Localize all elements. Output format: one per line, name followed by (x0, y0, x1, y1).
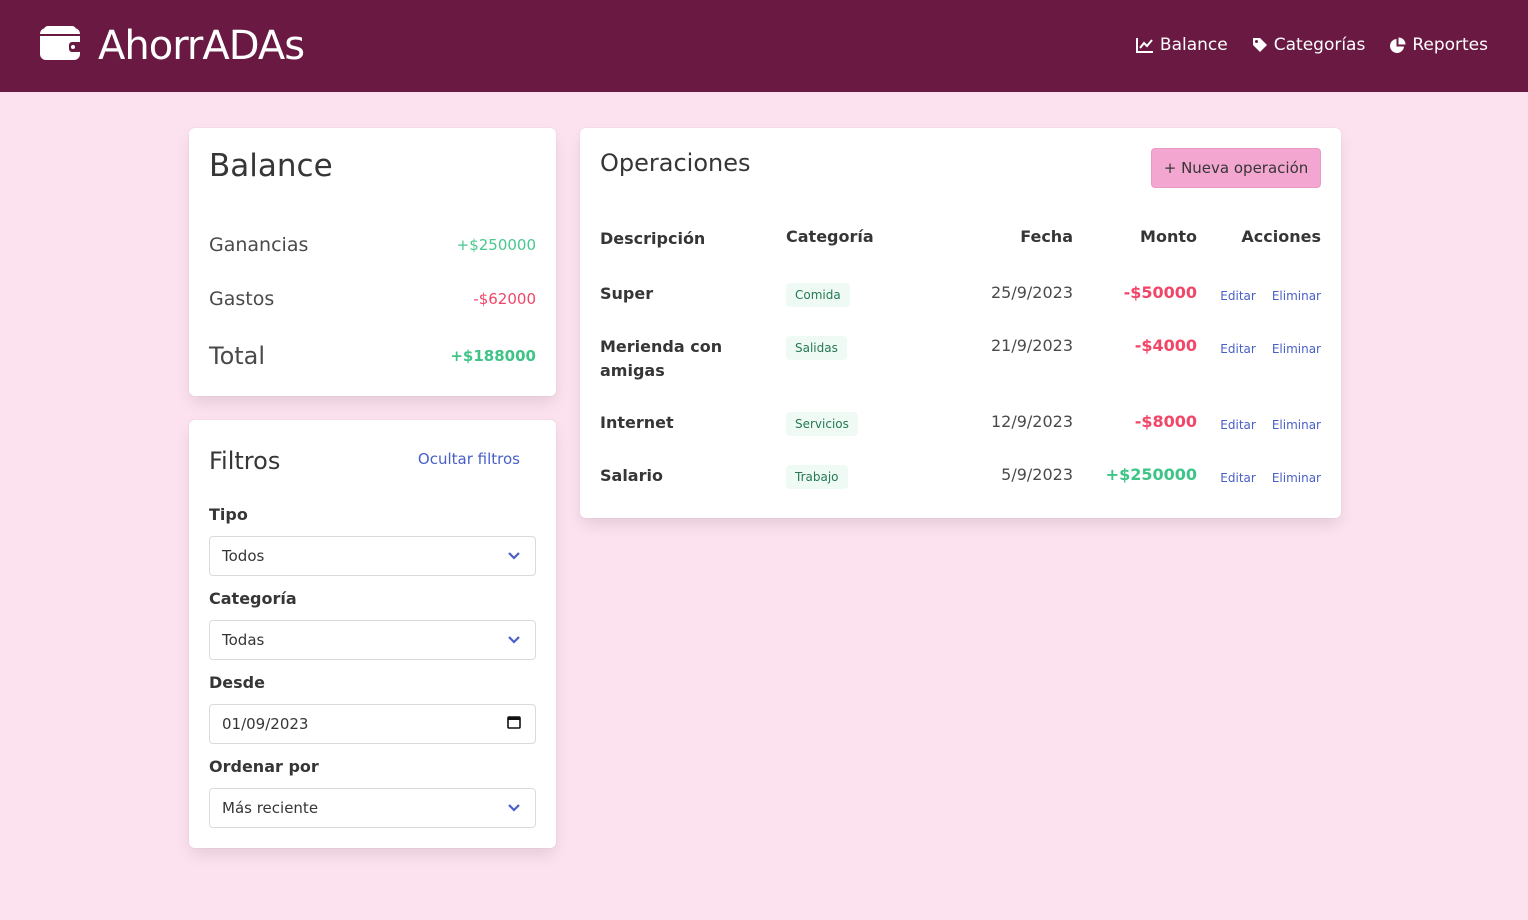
delete-link[interactable]: Eliminar (1271, 289, 1321, 303)
row-date: 25/9/2023 (990, 283, 1073, 302)
row-amount: -$50000 (1123, 283, 1197, 302)
nav-balance[interactable]: Balance (1135, 30, 1228, 60)
balance-title: Balance (209, 148, 333, 184)
tipo-select[interactable]: Todos (209, 536, 536, 576)
orden-label: Ordenar por (209, 757, 319, 776)
chart-line-icon (1135, 37, 1154, 53)
ganancias-value: +$250000 (456, 236, 536, 254)
pie-chart-icon (1389, 37, 1406, 54)
row-date: 21/9/2023 (990, 336, 1073, 355)
calendar-icon[interactable] (507, 715, 521, 733)
nav-balance-label: Balance (1159, 35, 1228, 55)
row-amount: +$250000 (1105, 465, 1197, 484)
edit-link[interactable]: Editar (1220, 471, 1256, 485)
row-amount: -$4000 (1134, 336, 1197, 355)
brand[interactable]: AhorrADAs (40, 22, 305, 70)
orden-select[interactable]: Más reciente (209, 788, 536, 828)
filters-card: Filtros Ocultar filtros Tipo Todos Categ… (189, 420, 556, 848)
nav-reportes[interactable]: Reportes (1389, 30, 1488, 60)
tipo-select-value: Todos (222, 547, 265, 565)
nav-categorias[interactable]: Categorías (1252, 30, 1366, 60)
tag-icon (1252, 37, 1268, 53)
row-date: 12/9/2023 (990, 412, 1073, 431)
row-actions: Editar Eliminar (1204, 338, 1321, 357)
category-tag-label: Comida (786, 283, 850, 307)
delete-link[interactable]: Eliminar (1271, 342, 1321, 356)
app-title: AhorrADAs (98, 23, 305, 69)
gastos-label: Gastos (209, 288, 275, 310)
categoria-label: Categoría (209, 589, 297, 608)
categoria-select-value: Todas (222, 631, 265, 649)
desde-label: Desde (209, 673, 265, 692)
chevron-down-icon (507, 547, 521, 565)
row-actions: Editar Eliminar (1204, 467, 1321, 486)
operations-card: Operaciones + Nueva operación Descripció… (580, 128, 1341, 518)
header-fecha: Fecha (1020, 227, 1073, 246)
gastos-row: Gastos -$62000 (209, 288, 536, 310)
table-row-description: Salario (600, 466, 663, 485)
nav-reportes-label: Reportes (1412, 35, 1488, 55)
nav-categorias-label: Categorías (1273, 35, 1366, 55)
filters-title: Filtros (209, 447, 281, 475)
header-acciones: Acciones (1241, 227, 1321, 246)
hide-filters-link[interactable]: Ocultar filtros (417, 450, 520, 468)
tipo-label: Tipo (209, 505, 248, 524)
new-operation-button[interactable]: + Nueva operación (1151, 148, 1321, 188)
balance-card: Balance Ganancias +$250000 Gastos -$6200… (189, 128, 556, 396)
orden-select-value: Más reciente (222, 799, 319, 817)
category-tag-label: Trabajo (786, 465, 848, 489)
category-tag: Comida (786, 283, 850, 307)
row-actions: Editar Eliminar (1204, 414, 1321, 433)
operations-title: Operaciones (600, 149, 751, 177)
row-date: 5/9/2023 (1001, 465, 1073, 484)
edit-link[interactable]: Editar (1220, 289, 1256, 303)
chevron-down-icon (507, 631, 521, 649)
edit-link[interactable]: Editar (1220, 342, 1256, 356)
table-row-description: Internet (600, 413, 674, 432)
ganancias-label: Ganancias (209, 234, 309, 256)
header-descripcion: Descripción (600, 229, 706, 248)
table-row-description: Merienda con amigas (600, 337, 723, 380)
delete-link[interactable]: Eliminar (1271, 418, 1321, 432)
row-actions: Editar Eliminar (1204, 285, 1321, 304)
wallet-icon (40, 26, 82, 66)
category-tag: Salidas (786, 336, 847, 360)
total-row: Total +$188000 (209, 342, 536, 370)
desde-date-input[interactable]: 01/09/2023 (209, 704, 536, 744)
category-tag-label: Salidas (786, 336, 847, 360)
header-monto: Monto (1140, 227, 1197, 246)
delete-link[interactable]: Eliminar (1271, 471, 1321, 485)
table-row-description: Super (600, 284, 654, 303)
total-label: Total (209, 342, 266, 370)
category-tag: Servicios (786, 412, 858, 436)
header-categoria: Categoría (786, 227, 874, 246)
desde-date-value: 01/09/2023 (222, 715, 309, 733)
categoria-select[interactable]: Todas (209, 620, 536, 660)
category-tag-label: Servicios (786, 412, 858, 436)
total-value: +$188000 (450, 347, 536, 365)
navbar: AhorrADAs Balance Categorías (0, 0, 1528, 92)
edit-link[interactable]: Editar (1220, 418, 1256, 432)
gastos-value: -$62000 (473, 290, 536, 308)
chevron-down-icon (507, 799, 521, 817)
category-tag: Trabajo (786, 465, 848, 489)
nav-links: Balance Categorías Reportes (1135, 30, 1488, 60)
ganancias-row: Ganancias +$250000 (209, 234, 536, 256)
row-amount: -$8000 (1134, 412, 1197, 431)
